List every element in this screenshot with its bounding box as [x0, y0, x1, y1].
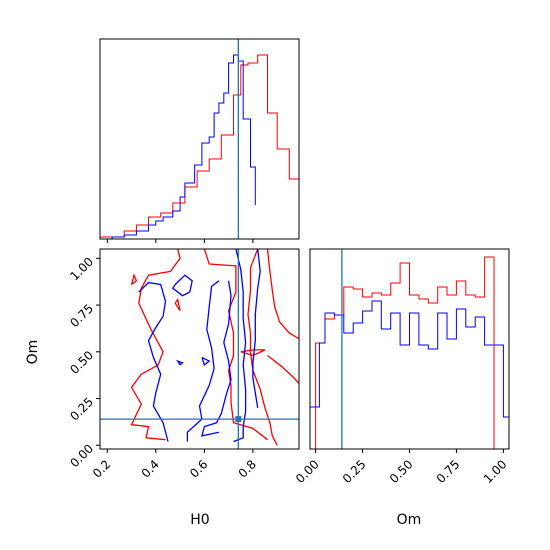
contour-1-path-4 — [233, 249, 247, 443]
hist-h0-series-1-step — [111, 54, 256, 239]
contour-h0-om-ytick-label: 0.75 — [67, 301, 96, 330]
y-axis-label-om: Om — [25, 340, 41, 365]
contour-0-path-4 — [267, 354, 299, 385]
contour-h0-om-xtick-label: 0.8 — [236, 457, 259, 480]
contour-h0-om-ytick-label: 0.00 — [67, 441, 96, 470]
hist-h0-frame — [99, 38, 300, 240]
truth-marker — [235, 416, 242, 423]
contour-1-path-2 — [186, 280, 220, 442]
hist-h0-series-0-step — [99, 54, 300, 239]
histogram-panel-h0 — [99, 38, 300, 243]
contour-1-path-3 — [200, 280, 232, 437]
contour-0-path-6 — [130, 273, 138, 286]
contour-h0-om-xtick-label: 0.4 — [139, 457, 162, 480]
contour-0-path-2 — [247, 249, 278, 446]
hist-om-series-0-step — [315, 256, 504, 450]
contour-0-path-0 — [130, 249, 181, 441]
contour-1-path-1 — [171, 274, 193, 297]
contour-1-path-0 — [138, 281, 169, 442]
contour-1-path-6 — [201, 356, 211, 366]
contour-0-path-1 — [203, 249, 268, 441]
hist-om-xtick-label: 0.00 — [293, 457, 322, 486]
x-axis-label-om: Om — [397, 512, 422, 528]
contour-h0-om-ytick-label: 0.50 — [67, 348, 96, 377]
hist-om-xtick-label: 1.00 — [481, 457, 510, 486]
hist-om-xtick-label: 0.25 — [340, 457, 369, 486]
contour-1-path-5 — [252, 249, 261, 409]
hist-om-xtick-label: 0.75 — [434, 457, 463, 486]
contour-h0-om-ytick-label: 0.25 — [67, 395, 96, 424]
hist-om-series-1-step — [309, 300, 510, 449]
x-axis-label-h0: H0 — [190, 512, 209, 528]
contour-h0-om-ytick-label: 1.00 — [67, 255, 96, 284]
contour-frame — [99, 248, 300, 450]
histogram-panel-om: 0.00 0.25 0.50 0.75 1.00 — [293, 248, 510, 486]
contour-0-path-5 — [240, 349, 266, 357]
contour-h0-om-xtick-label: 0.2 — [90, 457, 113, 480]
contour-h0-om-xtick-label: 0.6 — [187, 457, 210, 480]
hist-om-xtick-label: 0.50 — [387, 457, 416, 486]
contour-0-path-7 — [174, 297, 181, 312]
contour-panel-h0-om: 0.2 0.4 0.6 0.8 0.00 0.25 0.50 0.75 1.00 — [67, 248, 300, 481]
contour-0-path-3 — [266, 249, 299, 340]
contour-1-path-7 — [176, 359, 184, 366]
contour-lines — [130, 249, 299, 446]
